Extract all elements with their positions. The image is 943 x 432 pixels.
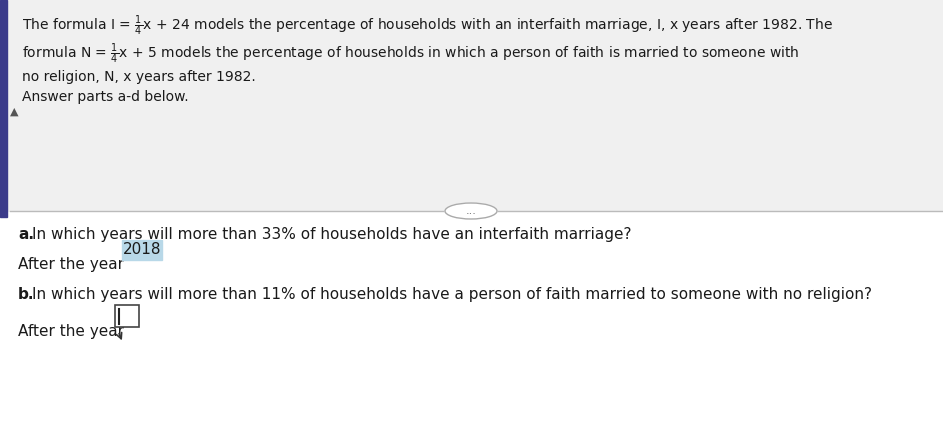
- Text: In which years will more than 11% of households have a person of faith married t: In which years will more than 11% of hou…: [32, 287, 872, 302]
- Text: ...: ...: [466, 206, 476, 216]
- Text: ▲: ▲: [10, 107, 19, 117]
- Bar: [122, 240, 162, 260]
- Text: a.: a.: [18, 227, 34, 242]
- Text: b.: b.: [18, 287, 35, 302]
- Bar: [0, 0, 7, 217]
- Text: 2018: 2018: [123, 242, 161, 257]
- Text: In which years will more than 33% of households have an interfaith marriage?: In which years will more than 33% of hou…: [32, 227, 632, 242]
- Ellipse shape: [445, 203, 497, 219]
- Text: formula N = $\frac{1}{4}$x + 5 models the percentage of households in which a pe: formula N = $\frac{1}{4}$x + 5 models th…: [22, 42, 800, 67]
- Text: The formula I = $\frac{1}{4}$x + 24 models the percentage of households with an : The formula I = $\frac{1}{4}$x + 24 mode…: [22, 14, 833, 38]
- Text: Answer parts a-d below.: Answer parts a-d below.: [22, 90, 189, 104]
- Text: no religion, N, x years after 1982.: no religion, N, x years after 1982.: [22, 70, 256, 84]
- Text: After the year: After the year: [18, 324, 124, 339]
- Bar: [115, 305, 139, 327]
- Text: After the year: After the year: [18, 257, 129, 272]
- Bar: [0, 212, 943, 432]
- Bar: [0, 0, 943, 217]
